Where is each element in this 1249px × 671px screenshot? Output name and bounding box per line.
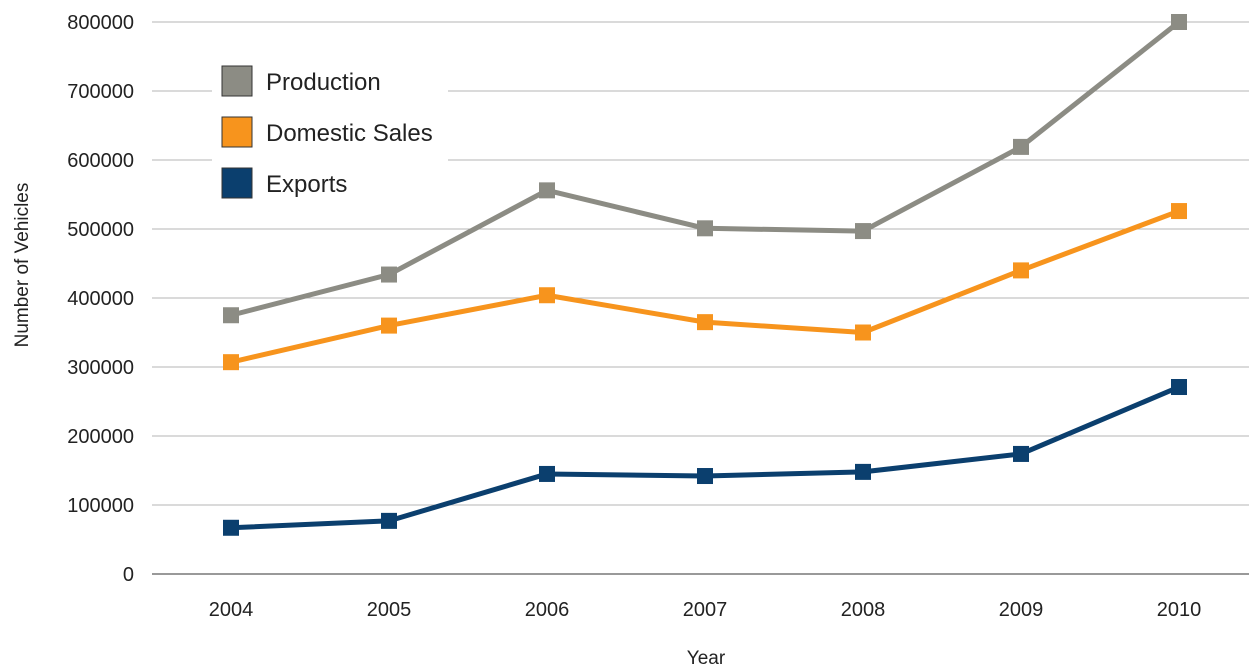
legend-swatch-domestic-sales [221,116,253,148]
legend-label-exports: Exports [266,171,347,198]
data-point-exports [381,512,397,529]
x-tick-label: 2005 [367,599,412,621]
data-point-domestic-sales [539,287,555,304]
data-point-exports [1013,445,1029,462]
data-point-production [855,223,871,240]
data-point-production [539,182,555,199]
series-line-exports [230,384,1180,531]
x-tick-label: 2004 [209,599,254,621]
data-point-exports [539,465,555,482]
data-point-exports [223,519,239,536]
y-axis-ticks: 0 100000 200000 300000 400000 500000 600000 700… [67,12,134,586]
x-tick-label: 2010 [1157,599,1202,621]
x-tick-label: 2006 [525,599,570,621]
data-point-production [1013,138,1029,155]
y-tick-label: 700000 [67,81,134,103]
series-domestic-sales [223,203,1187,371]
data-point-domestic-sales [855,324,871,341]
x-tick-label: 2008 [841,599,886,621]
legend-swatch-production [221,65,253,97]
x-axis-ticks: 2004 2005 2006 2007 2008 2009 2010 [209,599,1202,621]
series-exports [223,379,1187,536]
legend-label-domestic-sales: Domestic Sales [266,120,433,147]
series-production [223,14,1187,324]
legend: Production Domestic Sales Exports [212,52,448,210]
data-point-domestic-sales [223,354,239,371]
data-point-exports [1171,379,1187,396]
y-tick-label: 100000 [67,495,134,517]
data-point-domestic-sales [1171,203,1187,220]
series-lines [223,14,1187,536]
data-point-production [697,220,713,237]
y-tick-label: 200000 [67,426,134,448]
x-tick-label: 2007 [683,599,728,621]
data-point-domestic-sales [381,317,397,334]
data-point-exports [697,468,713,485]
data-point-production [1171,14,1187,30]
y-tick-label: 600000 [67,150,134,172]
y-axis-label: Number of Vehicles [12,183,33,348]
y-tick-label: 400000 [67,288,134,310]
data-point-domestic-sales [1013,262,1029,279]
data-point-production [223,307,239,324]
data-point-production [381,266,397,283]
y-tick-label: 500000 [67,219,134,241]
legend-label-production: Production [266,69,381,96]
y-tick-label: 800000 [67,12,134,34]
x-tick-label: 2009 [999,599,1044,621]
data-point-exports [855,463,871,480]
y-tick-label: 300000 [67,357,134,379]
y-tick-label: 0 [123,564,134,586]
data-point-domestic-sales [697,314,713,331]
legend-swatch-exports [221,167,253,199]
x-axis-label: Year [687,648,726,669]
